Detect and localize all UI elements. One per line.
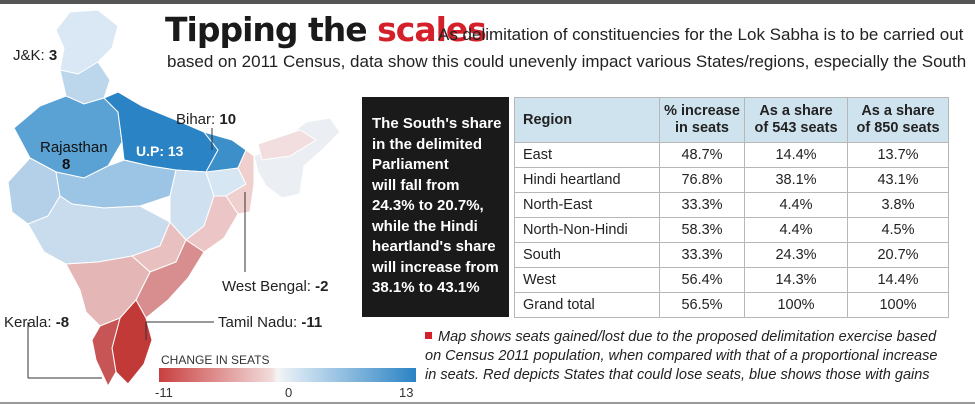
cell-share-543: 24.3% bbox=[744, 242, 848, 268]
callout-box: The South's share in the delimited Parli… bbox=[362, 97, 509, 317]
cell-increase: 56.5% bbox=[659, 292, 745, 318]
cell-share-850: 13.7% bbox=[847, 142, 949, 168]
callout-line: 24.3% to 20.7%, bbox=[372, 197, 484, 214]
region-assam bbox=[257, 129, 317, 161]
cell-share-543: 4.4% bbox=[744, 217, 848, 243]
table-row: North-Non-Hindi 58.3% 4.4% 4.5% bbox=[514, 217, 949, 243]
label-rajasthan-name: Rajasthan bbox=[40, 139, 108, 156]
intro-line-2: based on 2011 Census, data show this cou… bbox=[167, 52, 967, 71]
legend-title: CHANGE IN SEATS bbox=[161, 353, 270, 367]
column-header-region: Region bbox=[514, 97, 660, 143]
cell-share-543: 14.4% bbox=[744, 142, 848, 168]
callout-line: in the delimited bbox=[372, 135, 483, 153]
column-header-share-543: As a share of 543 seats bbox=[744, 97, 848, 143]
table-row: Hindi heartland 76.8% 38.1% 43.1% bbox=[514, 167, 949, 193]
label-bihar: Bihar: 10 bbox=[176, 111, 236, 128]
cell-share-543: 38.1% bbox=[744, 167, 848, 193]
bottom-rule bbox=[0, 402, 975, 404]
cell-region: South bbox=[514, 242, 660, 268]
legend-tick-min: -11 bbox=[155, 385, 173, 400]
cell-share-850: 3.8% bbox=[847, 192, 949, 218]
footnote-line: Map shows seats gained/lost due to the p… bbox=[425, 328, 937, 347]
cell-increase: 76.8% bbox=[659, 167, 745, 193]
callout-line: while the Hindi bbox=[372, 217, 478, 235]
legend-tick-max: 13 bbox=[399, 385, 414, 400]
region-jk bbox=[55, 9, 119, 75]
cell-increase: 48.7% bbox=[659, 142, 745, 168]
table-row-total: Grand total 56.5% 100% 100% bbox=[514, 292, 949, 318]
cell-share-543: 100% bbox=[744, 292, 848, 318]
cell-share-850: 14.4% bbox=[847, 267, 949, 293]
page-title: Tipping the scales bbox=[165, 10, 487, 49]
india-choropleth-map: J&K: 3 Bihar: 10 Rajasthan 8 U.P: 13 Wes… bbox=[4, 9, 341, 388]
label-west-bengal: West Bengal: -2 bbox=[222, 278, 328, 295]
region-north-east bbox=[253, 117, 341, 199]
table-row: East 48.7% 14.4% 13.7% bbox=[514, 142, 949, 168]
table-row: South 33.3% 24.3% 20.7% bbox=[514, 242, 949, 268]
region-odisha bbox=[185, 195, 239, 253]
cell-share-543: 14.3% bbox=[744, 267, 848, 293]
label-kerala: Kerala: -8 bbox=[4, 314, 69, 331]
region-west-bengal bbox=[225, 149, 255, 215]
label-tamil-nadu: Tamil Nadu: -11 bbox=[218, 314, 322, 331]
callout-line: The South's share bbox=[372, 115, 502, 132]
cell-increase: 58.3% bbox=[659, 217, 745, 243]
footnote-line: in seats. Red depicts States that could … bbox=[425, 367, 930, 383]
region-kerala bbox=[91, 317, 121, 388]
legend-tick-mid: 0 bbox=[285, 385, 293, 400]
legend-color-scale bbox=[159, 368, 416, 382]
top-rule bbox=[0, 0, 975, 4]
cell-increase: 56.4% bbox=[659, 267, 745, 293]
table-header-row: Region % increase in seats As a share of 5… bbox=[514, 97, 949, 143]
column-header-increase: % increase in seats bbox=[659, 97, 745, 143]
label-up: U.P: 13 bbox=[136, 143, 184, 159]
cell-increase: 33.3% bbox=[659, 242, 745, 268]
cell-region: North-Non-Hindi bbox=[514, 217, 660, 243]
callout-line: Parliament bbox=[372, 156, 449, 173]
table-row: North-East 33.3% 4.4% 3.8% bbox=[514, 192, 949, 218]
title-part1: Tipping the bbox=[165, 10, 378, 49]
region-up bbox=[103, 91, 219, 173]
cell-region: Grand total bbox=[514, 292, 660, 318]
callout-line: heartland's share bbox=[372, 238, 496, 255]
label-rajasthan-value: 8 bbox=[62, 156, 70, 173]
callout-line: 38.1% to 43.1% bbox=[372, 279, 480, 296]
cell-region: West bbox=[514, 267, 660, 293]
cell-share-850: 100% bbox=[847, 292, 949, 318]
cell-share-850: 4.5% bbox=[847, 217, 949, 243]
cell-region: North-East bbox=[514, 192, 660, 218]
footnote: Map shows seats gained/lost due to the p… bbox=[425, 328, 937, 385]
red-square-bullet-icon bbox=[425, 332, 432, 339]
intro-line-1: As delimitation of constituencies for th… bbox=[438, 25, 964, 44]
callout-line: will fall from bbox=[372, 176, 460, 194]
title-accent: scales bbox=[377, 10, 487, 49]
cell-share-850: 20.7% bbox=[847, 242, 949, 268]
footnote-line: on Census 2011 population, when compared… bbox=[425, 348, 938, 364]
cell-share-850: 43.1% bbox=[847, 167, 949, 193]
cell-region: Hindi heartland bbox=[514, 167, 660, 193]
table-row: West 56.4% 14.3% 14.4% bbox=[514, 267, 949, 293]
column-header-share-850: As a share of 850 seats bbox=[847, 97, 949, 143]
cell-region: East bbox=[514, 142, 660, 168]
label-jk: J&K: 3 bbox=[13, 47, 57, 64]
cell-increase: 33.3% bbox=[659, 192, 745, 218]
cell-share-543: 4.4% bbox=[744, 192, 848, 218]
callout-line: will increase from bbox=[372, 258, 499, 276]
seat-share-table: Region % increase in seats As a share of 5… bbox=[514, 97, 949, 318]
